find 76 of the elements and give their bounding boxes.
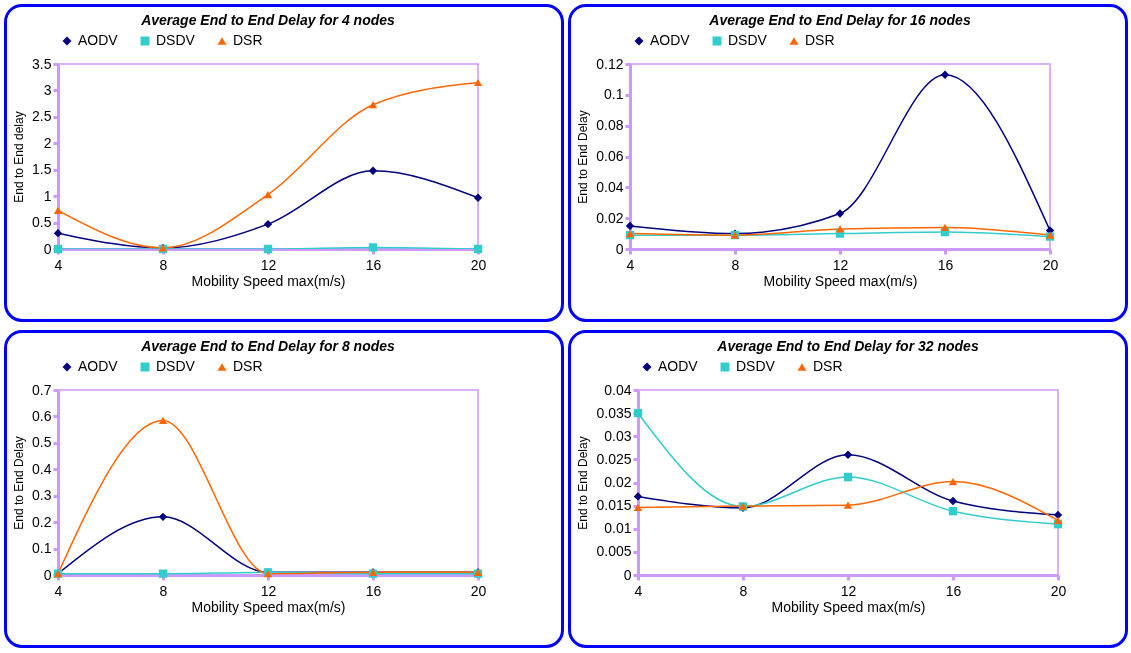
legend-label: AODV: [650, 32, 691, 48]
legend-label: DSR: [233, 358, 263, 374]
legend-label: AODV: [658, 358, 699, 374]
x-tick-label: 4: [626, 256, 635, 273]
y-tick-label: 2: [43, 134, 52, 151]
y-axis-title: End to End Delay: [12, 436, 27, 530]
y-axis-title: End to End Delay: [576, 436, 591, 530]
x-axis-title: Mobility Speed max(m/s): [191, 598, 346, 615]
legend-label: DSDV: [156, 32, 196, 48]
y-tick-label: 0.2: [32, 513, 52, 530]
y-axis-title: End to End delay: [12, 111, 27, 203]
x-tick-label: 20: [1050, 582, 1067, 599]
y-tick-label: 3: [43, 81, 52, 98]
x-tick-label: 8: [159, 582, 168, 599]
y-tick-label: 0: [43, 240, 52, 257]
y-tick-label: 0.04: [604, 381, 632, 398]
x-tick-label: 12: [260, 582, 277, 599]
x-tick-label: 20: [470, 256, 487, 273]
chart-title: Average End to End Delay for 8 nodes: [140, 338, 396, 354]
x-tick-label: 20: [470, 582, 487, 599]
x-axis-title: Mobility Speed max(m/s): [191, 272, 346, 289]
legend-label: DSR: [813, 358, 843, 374]
legend-label: DSDV: [156, 358, 196, 374]
x-axis-title: Mobility Speed max(m/s): [763, 272, 918, 289]
y-tick-label: 0.04: [596, 178, 624, 195]
y-tick-label: 3.5: [32, 55, 52, 72]
y-tick-label: 0.02: [596, 209, 624, 226]
x-tick-label: 16: [937, 256, 954, 273]
legend-label: DSDV: [736, 358, 776, 374]
legend-label: DSR: [233, 32, 263, 48]
y-tick-label: 1.5: [32, 161, 52, 178]
x-axis-title: Mobility Speed max(m/s): [771, 598, 926, 615]
chart-title: Average End to End Delay for 32 nodes: [716, 338, 979, 354]
x-tick-label: 16: [365, 256, 382, 273]
y-axis-title: End to End Delay: [576, 110, 591, 204]
x-tick-label: 12: [840, 582, 857, 599]
x-tick-label: 4: [634, 582, 643, 599]
x-tick-label: 20: [1042, 256, 1059, 273]
x-tick-label: 8: [159, 256, 168, 273]
y-tick-label: 0.005: [596, 543, 632, 560]
y-tick-label: 0.3: [32, 487, 52, 504]
x-tick-label: 8: [731, 256, 740, 273]
x-tick-label: 8: [739, 582, 748, 599]
y-tick-label: 0.08: [596, 117, 624, 134]
x-tick-label: 4: [54, 256, 63, 273]
y-tick-label: 0.03: [604, 427, 632, 444]
legend-label: AODV: [78, 32, 119, 48]
x-tick-label: 16: [945, 582, 962, 599]
x-tick-label: 4: [54, 582, 63, 599]
y-tick-label: 0: [623, 566, 632, 583]
legend-label: AODV: [78, 358, 119, 374]
y-tick-label: 0.12: [596, 55, 624, 72]
legend-label: DSR: [805, 32, 835, 48]
y-tick-label: 2.5: [32, 108, 52, 125]
y-tick-label: 0.1: [604, 86, 624, 103]
y-tick-label: 0.015: [596, 497, 632, 514]
y-tick-label: 0: [615, 240, 624, 257]
legend-label: DSDV: [728, 32, 768, 48]
y-tick-label: 0.5: [32, 434, 52, 451]
y-tick-label: 0.6: [32, 407, 52, 424]
y-tick-label: 1: [43, 187, 52, 204]
x-tick-label: 16: [365, 582, 382, 599]
y-tick-label: 0.025: [596, 450, 632, 467]
y-tick-label: 0.01: [604, 520, 632, 537]
x-tick-label: 12: [832, 256, 849, 273]
chart-title: Average End to End Delay for 4 nodes: [140, 12, 396, 28]
x-tick-label: 12: [260, 256, 277, 273]
y-tick-label: 0.1: [32, 540, 52, 557]
y-tick-label: 0.5: [32, 214, 52, 231]
chart-title: Average End to End Delay for 16 nodes: [708, 12, 971, 28]
y-tick-label: 0.06: [596, 148, 624, 164]
y-tick-label: 0: [43, 566, 52, 583]
y-tick-label: 0.7: [32, 381, 52, 398]
y-tick-label: 0.02: [604, 474, 632, 490]
y-tick-label: 0.035: [596, 404, 632, 421]
y-tick-label: 0.4: [32, 460, 52, 477]
